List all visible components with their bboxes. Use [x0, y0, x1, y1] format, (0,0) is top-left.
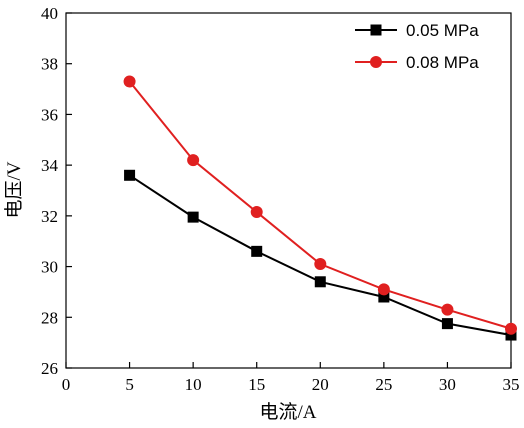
y-tick-label: 26	[41, 359, 58, 378]
x-tick-label: 10	[185, 375, 202, 394]
y-tick-label: 30	[41, 258, 58, 277]
y-tick-label: 40	[41, 4, 58, 23]
x-tick-label: 35	[503, 375, 520, 394]
series-2-point	[123, 75, 136, 88]
series-2-point	[505, 322, 517, 335]
series-1-point	[314, 276, 326, 288]
legend-label-series-1: 0.05 MPa	[406, 21, 479, 40]
legend-marker-series-2	[370, 56, 382, 68]
series-1-point	[187, 211, 199, 223]
legend-label-series-2: 0.08 MPa	[406, 53, 479, 72]
series-2-point	[377, 283, 390, 296]
series-1-point	[124, 169, 136, 181]
x-tick-label: 20	[312, 375, 329, 394]
series-2-point	[250, 206, 263, 219]
x-tick-label: 25	[375, 375, 392, 394]
series-2-point	[441, 303, 454, 316]
x-tick-label: 30	[439, 375, 456, 394]
series-2-line	[128, 80, 512, 330]
legend: 0.05 MPa 0.08 MPa	[355, 21, 479, 72]
x-tick-label: 5	[125, 375, 134, 394]
y-tick-label: 36	[41, 105, 58, 124]
series-1-point	[505, 329, 517, 341]
y-tick-label: 32	[41, 207, 58, 226]
series-2-point	[187, 154, 200, 167]
x-tick-label: 0	[62, 375, 71, 394]
series-1-point	[441, 318, 453, 330]
series-1-point	[378, 291, 390, 303]
plot-frame	[65, 12, 512, 369]
y-tick-label: 34	[41, 156, 59, 175]
x-axis-label: 电流/A	[259, 401, 316, 423]
series-1-point	[251, 245, 263, 257]
y-axis-label: 电压/V	[3, 161, 25, 218]
axis-ticks: 0 5 10 15 20 25 30 35 26 28 30 32 34 36 38 40	[41, 4, 520, 394]
y-tick-label: 38	[41, 55, 58, 74]
y-tick-label: 28	[41, 308, 58, 327]
legend-marker-series-1	[370, 24, 382, 36]
series-2-point	[314, 258, 327, 271]
series-layer	[123, 75, 517, 341]
x-tick-label: 15	[248, 375, 265, 394]
